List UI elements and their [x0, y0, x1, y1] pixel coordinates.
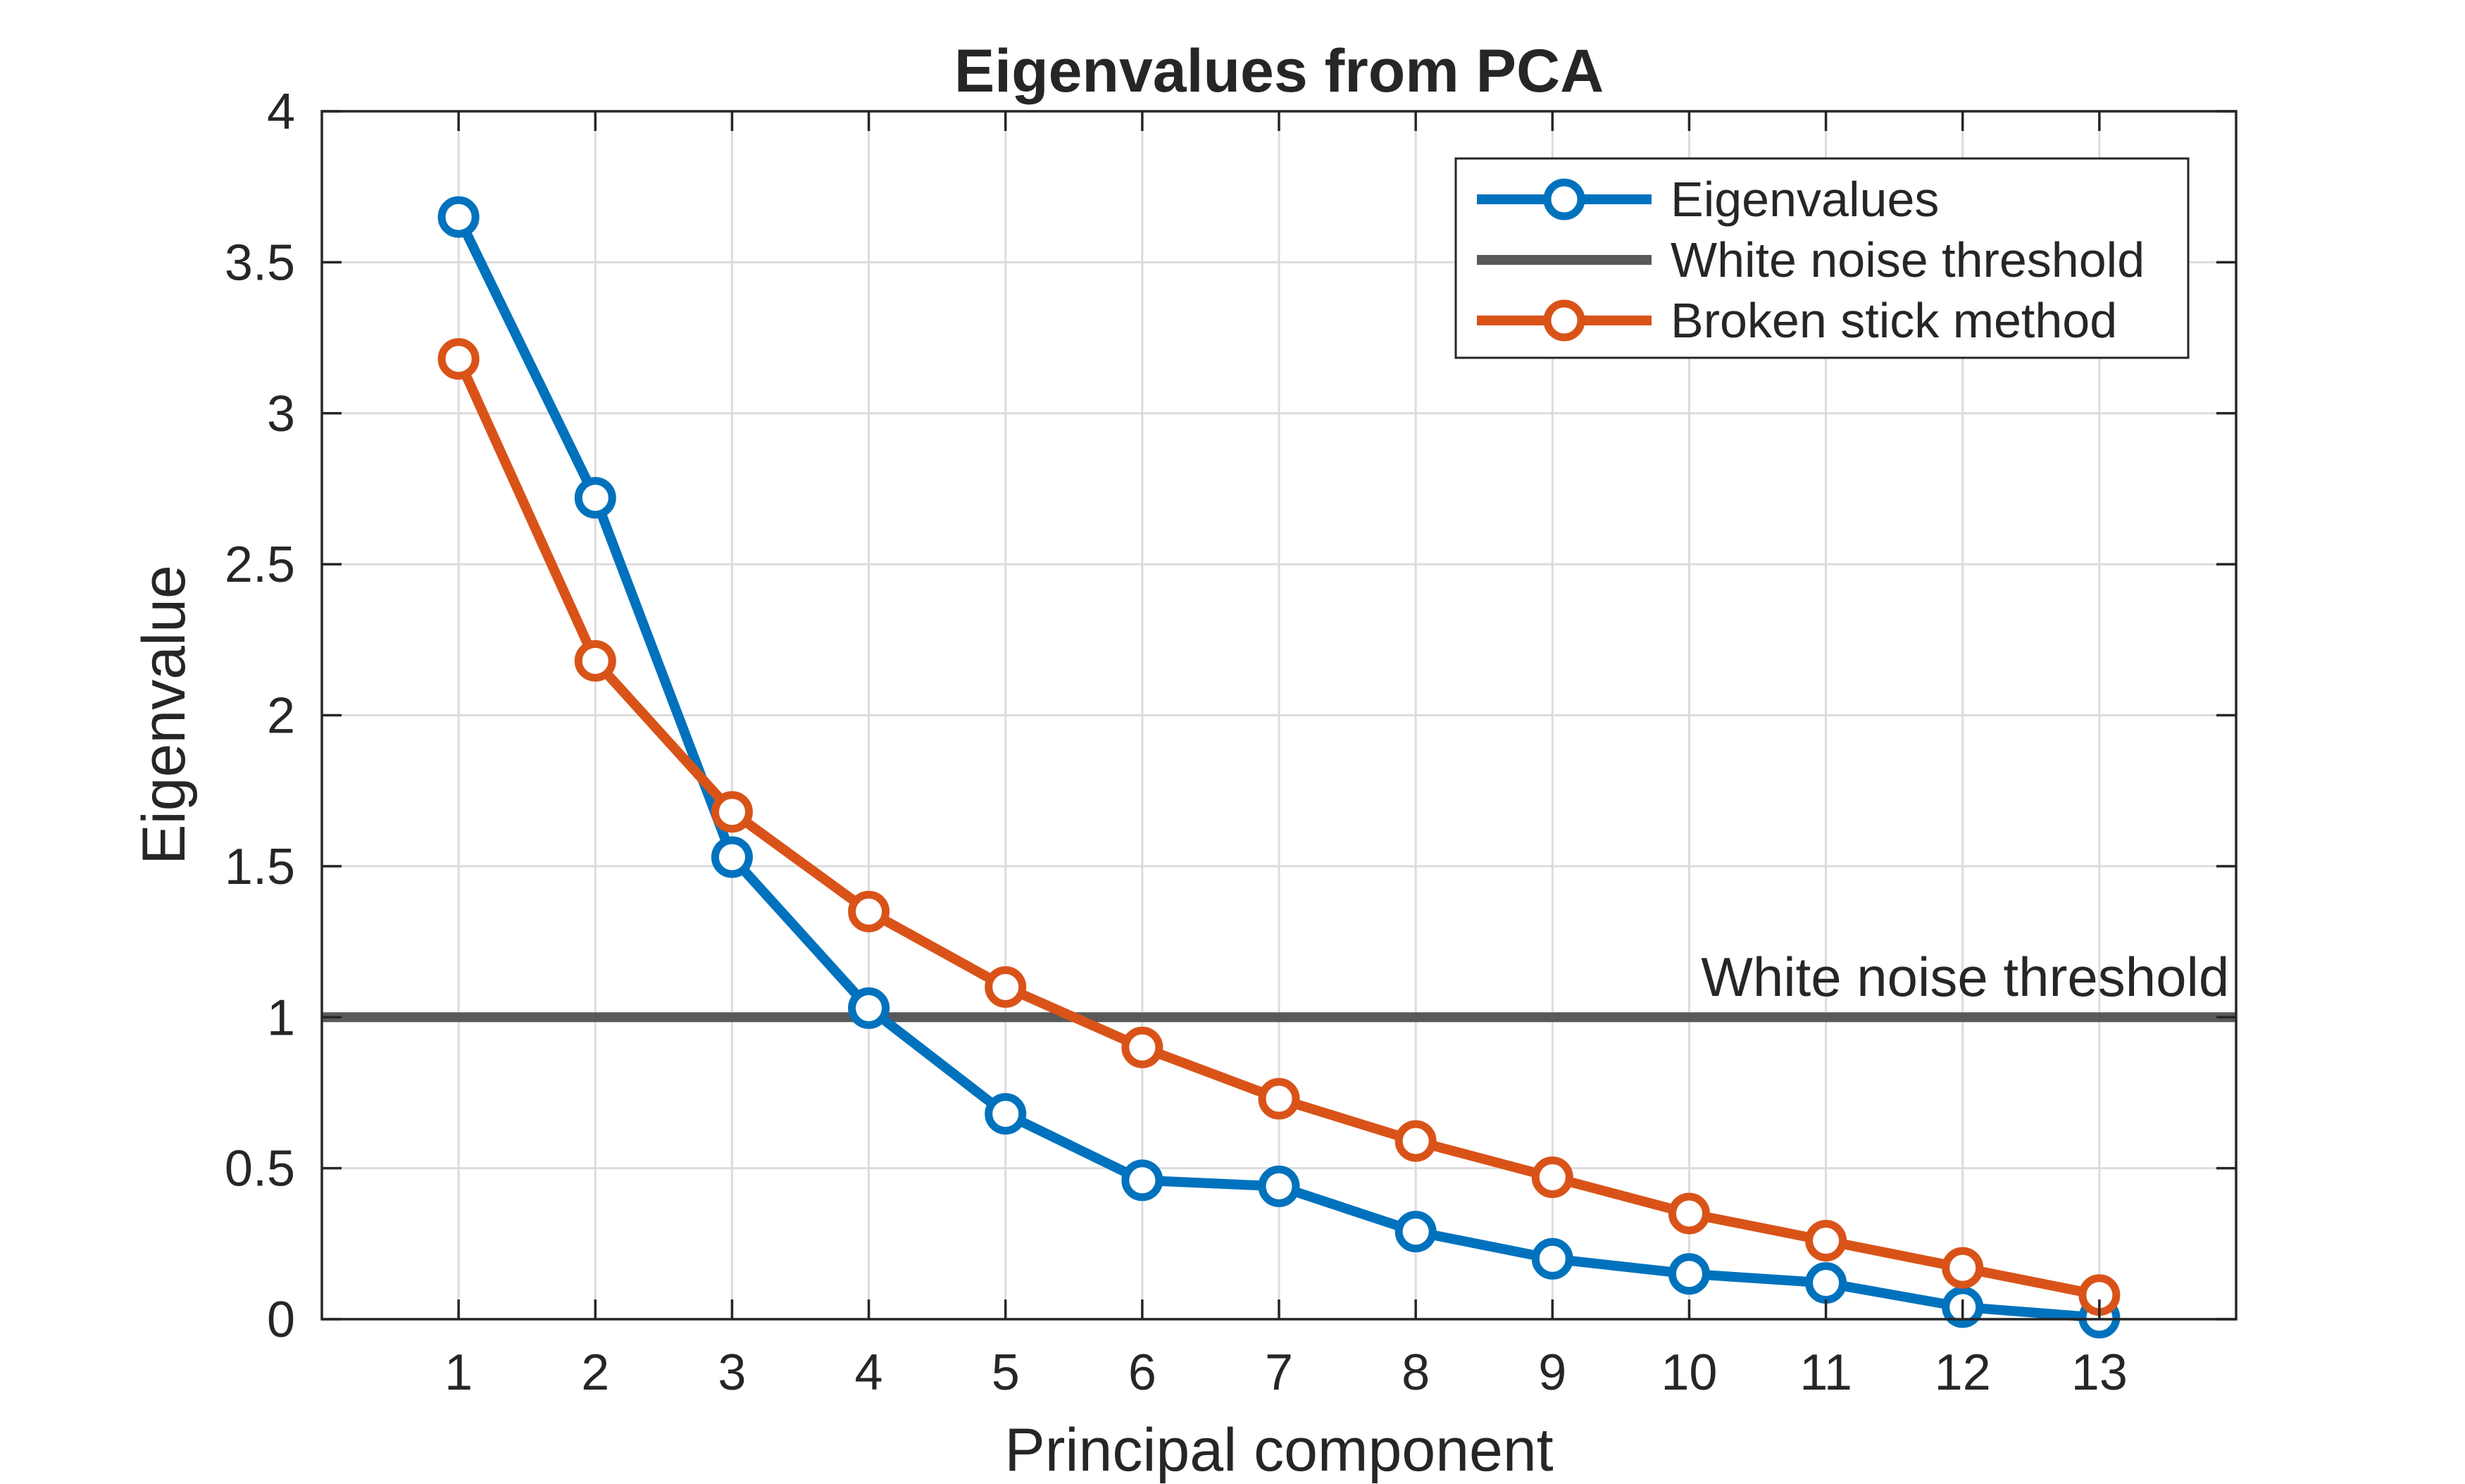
eigenvalues-point [1121, 1159, 1163, 1202]
x-tick-label: 4 [855, 1345, 883, 1401]
eigenvalues-point [848, 987, 890, 1029]
y-axis-label: Eigenvalue [130, 565, 198, 865]
broken-stick-method-point [437, 338, 480, 380]
y-tick-label: 2.5 [225, 537, 295, 593]
y-tick-labels: 0 0.5 1 1.5 2 2.5 3 3.5 4 [225, 84, 295, 1348]
broken-stick-method-point [1258, 1078, 1300, 1120]
chart-title: Eigenvalues from PCA [954, 37, 1604, 105]
x-tick-label: 6 [1128, 1345, 1156, 1401]
x-tick-label: 11 [1799, 1345, 1852, 1401]
broken-stick-method-point [1805, 1220, 1847, 1262]
broken-stick-method-point [1668, 1192, 1710, 1235]
y-tick-label: 1.5 [225, 839, 295, 895]
eigenvalues-point [437, 196, 480, 238]
x-tick-label: 12 [1935, 1345, 1991, 1401]
y-tick-label: 0.5 [225, 1141, 295, 1197]
x-axis-label: Principal component [1004, 1416, 1553, 1484]
broken-stick-method-point [1121, 1026, 1163, 1068]
eigenvalues-point [1394, 1211, 1437, 1253]
broken-stick-method-point [1531, 1156, 1573, 1198]
eigenvalues-point [1668, 1253, 1710, 1295]
axis-ticks [322, 110, 2236, 1321]
broken-stick-method-point [1942, 1247, 1984, 1289]
x-tick-label: 1 [444, 1345, 473, 1401]
series-markers [437, 196, 2121, 1339]
broken-stick-method-point [711, 791, 753, 833]
x-tick-label: 2 [581, 1345, 609, 1401]
eigenvalues-point [985, 1092, 1027, 1135]
legend-label-eigenvalues: Eigenvalues [1671, 172, 1939, 227]
y-tick-label: 1 [267, 990, 295, 1046]
x-tick-label: 10 [1661, 1345, 1717, 1401]
x-tick-label: 8 [1402, 1345, 1430, 1401]
eigenvalues-point [1805, 1262, 1847, 1304]
legend-label-white-noise-threshold: White noise threshold [1671, 232, 2145, 287]
x-tick-label: 13 [2071, 1345, 2128, 1401]
broken-stick-method-point [985, 966, 1027, 1008]
legend-marker-eigenvalues [1543, 178, 1585, 220]
y-tick-label: 2 [267, 688, 295, 744]
broken-stick-method-point [1394, 1120, 1437, 1162]
eigenvalues-point [711, 836, 753, 878]
y-tick-label: 4 [267, 84, 295, 140]
legend-label-broken-stick-method: Broken stick method [1671, 293, 2117, 348]
broken-stick-method-point [848, 890, 890, 933]
y-tick-label: 3 [267, 386, 295, 442]
x-tick-label: 9 [1538, 1345, 1566, 1401]
annotations: White noise threshold [1701, 946, 2229, 1008]
x-tick-label: 7 [1265, 1345, 1293, 1401]
x-tick-label: 3 [718, 1345, 746, 1401]
eigenvalues-point [574, 477, 616, 519]
eigenvalues-point [1531, 1237, 1573, 1280]
y-tick-label: 3.5 [225, 235, 295, 291]
legend-marker-broken-stick-method [1543, 299, 1585, 342]
x-tick-labels: 1 2 3 4 5 6 7 8 9 10 11 12 13 [444, 1345, 2128, 1401]
y-tick-label: 0 [267, 1292, 295, 1348]
white-noise-threshold-annotation: White noise threshold [1701, 946, 2229, 1008]
broken-stick-method-point [574, 640, 616, 682]
eigenvalues-point [1258, 1165, 1300, 1207]
x-tick-label: 5 [992, 1345, 1020, 1401]
